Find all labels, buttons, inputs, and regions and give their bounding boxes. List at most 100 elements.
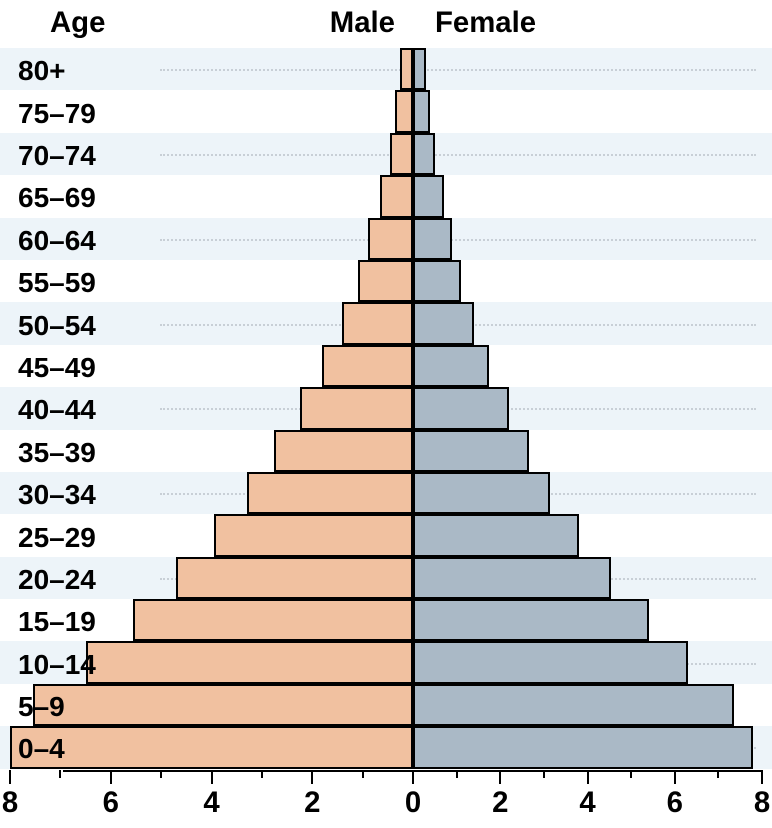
pyramid-row: 50–54: [0, 302, 772, 344]
male-bar: [395, 90, 413, 132]
x-tick-major: [761, 770, 763, 784]
female-bar: [413, 514, 579, 556]
row-gridline: [160, 69, 756, 71]
female-bar: [413, 218, 452, 260]
pyramid-row: 35–39: [0, 430, 772, 472]
pyramid-rows: 80+ 75–79 70–74 65–69 60–64 55–59 50–54 45–49 40…: [0, 48, 772, 769]
pyramid-row: 55–59: [0, 260, 772, 302]
female-bar: [413, 641, 688, 683]
header-female-label: Female: [435, 6, 536, 40]
female-bar: [413, 684, 734, 726]
x-tick-minor: [160, 770, 162, 778]
x-tick-major: [211, 770, 213, 784]
male-bar: [390, 133, 413, 175]
pyramid-row: 70–74: [0, 133, 772, 175]
pyramid-row: 45–49: [0, 345, 772, 387]
age-group-label: 40–44: [18, 394, 158, 426]
x-tick-minor: [362, 770, 364, 778]
male-bar: [300, 387, 413, 429]
pyramid-row: 5–9: [0, 684, 772, 726]
male-bar: [342, 302, 413, 344]
age-group-label: 15–19: [18, 606, 158, 638]
population-pyramid-chart: Age Male Female 80+ 75–79 70–74 65–69 60–64 5…: [0, 0, 772, 828]
age-group-label: 25–29: [18, 522, 158, 554]
age-group-label: 50–54: [18, 310, 158, 342]
male-bar: [358, 260, 413, 302]
x-axis: 8 6 4 2 0 2 4 6 8: [0, 770, 772, 820]
x-tick-minor: [717, 770, 719, 778]
x-axis-label: 8: [2, 786, 18, 820]
female-bar: [413, 345, 489, 387]
x-tick-major: [110, 770, 112, 784]
x-tick-minor: [456, 770, 458, 778]
x-tick-major: [412, 770, 414, 784]
pyramid-row: 40–44: [0, 387, 772, 429]
x-tick-minor: [630, 770, 632, 778]
male-bar: [368, 218, 413, 260]
x-tick-minor: [59, 770, 61, 778]
female-bar: [413, 260, 461, 302]
x-axis-label: 6: [103, 786, 119, 820]
age-group-label: 20–24: [18, 564, 158, 596]
male-bar: [247, 472, 413, 514]
female-bar: [413, 726, 753, 768]
female-bar: [413, 472, 550, 514]
age-group-label: 45–49: [18, 352, 158, 384]
female-bar: [413, 90, 430, 132]
x-tick-major: [587, 770, 589, 784]
x-axis-label: 8: [754, 786, 770, 820]
x-tick-minor: [543, 770, 545, 778]
male-bar: [214, 514, 413, 556]
header-age-label: Age: [50, 6, 105, 40]
female-bar: [413, 557, 611, 599]
age-group-label: 10–14: [18, 649, 158, 681]
pyramid-row: 65–69: [0, 175, 772, 217]
x-tick-major: [674, 770, 676, 784]
pyramid-row: 25–29: [0, 514, 772, 556]
pyramid-row: 10–14: [0, 641, 772, 683]
x-axis-label: 2: [304, 786, 320, 820]
female-bar: [413, 302, 474, 344]
age-group-label: 55–59: [18, 267, 158, 299]
x-tick-major: [311, 770, 313, 784]
age-group-label: 35–39: [18, 437, 158, 469]
female-bar: [413, 599, 649, 641]
x-axis-label: 4: [203, 786, 219, 820]
male-bar: [176, 557, 413, 599]
header-male-label: Male: [330, 6, 395, 40]
x-axis-label: 0: [405, 786, 421, 820]
pyramid-row: 15–19: [0, 599, 772, 641]
age-group-label: 75–79: [18, 98, 158, 130]
age-group-label: 65–69: [18, 182, 158, 214]
pyramid-row: 75–79: [0, 90, 772, 132]
female-bar: [413, 133, 435, 175]
female-bar: [413, 387, 509, 429]
age-group-label: 70–74: [18, 140, 158, 172]
female-bar: [413, 175, 444, 217]
male-bar: [133, 599, 413, 641]
x-tick-major: [499, 770, 501, 784]
pyramid-row: 0–4: [0, 726, 772, 768]
pyramid-row: 20–24: [0, 557, 772, 599]
age-group-label: 30–34: [18, 479, 158, 511]
x-axis-label: 2: [492, 786, 508, 820]
row-gridline: [160, 154, 756, 156]
age-group-label: 0–4: [18, 733, 158, 765]
row-gridline: [160, 239, 756, 241]
pyramid-row: 80+: [0, 48, 772, 90]
pyramid-row: 60–64: [0, 218, 772, 260]
male-bar: [322, 345, 413, 387]
age-group-label: 80+: [18, 55, 158, 87]
x-axis-label: 4: [579, 786, 595, 820]
center-axis-line: [412, 48, 414, 69]
x-tick-major: [9, 770, 11, 784]
age-group-label: 60–64: [18, 225, 158, 257]
age-group-label: 5–9: [18, 691, 158, 723]
male-bar: [274, 430, 413, 472]
female-bar: [413, 48, 426, 90]
x-axis-label: 6: [667, 786, 683, 820]
male-bar: [380, 175, 413, 217]
pyramid-row: 30–34: [0, 472, 772, 514]
x-tick-minor: [261, 770, 263, 778]
female-bar: [413, 430, 529, 472]
